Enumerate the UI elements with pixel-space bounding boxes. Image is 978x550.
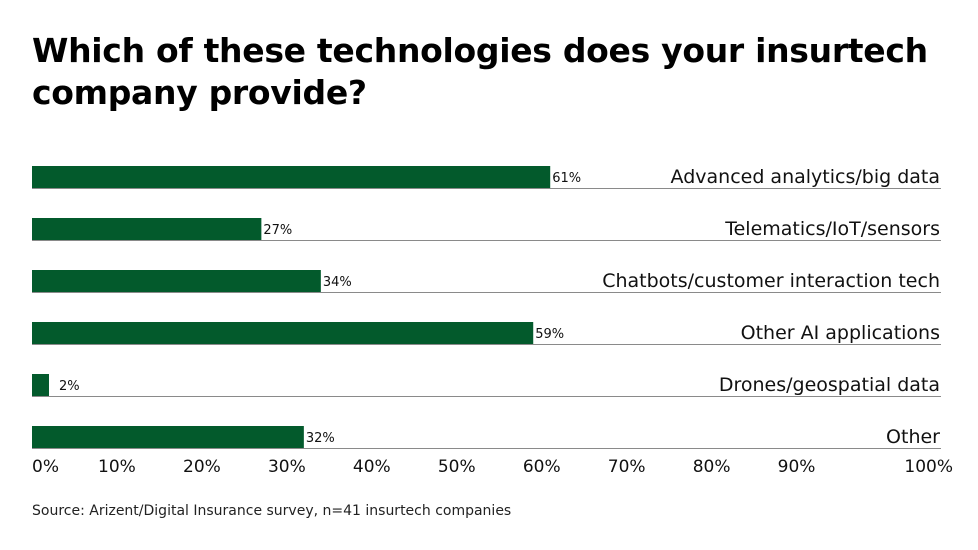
category-label: Other (886, 426, 940, 448)
bar-value-label: 34% (323, 275, 352, 290)
category-label: Drones/geospatial data (719, 374, 940, 396)
x-tick-label: 90% (778, 457, 816, 477)
bar-value-label: 27% (263, 223, 292, 238)
chart-title: Which of these technologies does your in… (32, 31, 928, 112)
category-label: Advanced analytics/big data (671, 166, 940, 188)
bar (32, 426, 304, 448)
bar (32, 166, 551, 188)
x-tick-label: 30% (268, 457, 306, 477)
x-tick-label: 40% (353, 457, 391, 477)
bar (32, 322, 534, 344)
category-label: Other AI applications (741, 322, 940, 344)
bar-value-label: 32% (306, 431, 335, 446)
bar-row: 32% Other (32, 426, 941, 449)
bar-row: 34% Chatbots/customer interaction tech (32, 270, 941, 293)
x-axis: 0% 10% 20% 30% 40% 50% 60% 70% 80% 90% 100% (32, 457, 953, 477)
bar-value-label: 61% (552, 171, 581, 186)
bar (32, 270, 321, 292)
bar (32, 218, 262, 240)
x-tick-label: 10% (98, 457, 136, 477)
bar-row: 59% Other AI applications (32, 322, 941, 345)
x-tick-label: 100% (904, 457, 953, 477)
bar-row: 2% Drones/geospatial data (32, 374, 941, 397)
x-tick-label: 70% (608, 457, 646, 477)
bar-value-label: 59% (535, 327, 564, 342)
category-label: Chatbots/customer interaction tech (602, 270, 940, 292)
x-tick-label: 0% (32, 457, 59, 477)
bar-row: 61% Advanced analytics/big data (32, 166, 941, 189)
x-tick-label: 20% (183, 457, 221, 477)
x-tick-label: 60% (523, 457, 561, 477)
bar-row: 27% Telematics/IoT/sensors (32, 218, 941, 241)
bars-layer: 61% Advanced analytics/big data 27% Telemat… (32, 166, 941, 449)
x-tick-label: 50% (438, 457, 476, 477)
bar-value-label: 2% (59, 379, 80, 394)
source-note: Source: Arizent/Digital Insurance survey… (32, 503, 512, 519)
x-tick-label: 80% (693, 457, 731, 477)
category-label: Telematics/IoT/sensors (724, 218, 940, 240)
bar (32, 374, 49, 396)
